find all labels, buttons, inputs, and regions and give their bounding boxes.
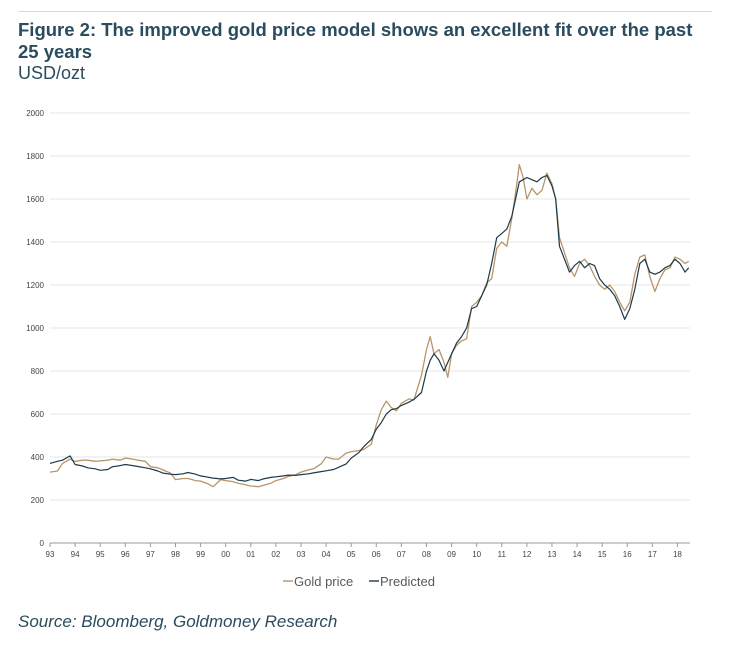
x-tick-label: 05 [347, 550, 356, 559]
y-tick-label: 1400 [26, 238, 44, 247]
x-axis: 93 94 95 96 97 98 99 00 01 02 03 04 05 06 07 08 09 10 11 12… [46, 542, 690, 559]
y-axis-ticks: 0 200 400 600 800 1000 1200 1400 1600 1800 2000 [26, 109, 44, 548]
x-tick-label: 10 [472, 550, 481, 559]
series-lines [49, 163, 690, 488]
x-tick-label: 14 [573, 550, 582, 559]
y-tick-label: 800 [31, 367, 45, 376]
x-tick-label: 17 [648, 550, 657, 559]
series-line-predicted [49, 174, 690, 482]
y-tick-label: 400 [31, 453, 45, 462]
y-tick-label: 2000 [26, 109, 44, 118]
x-tick-label: 07 [397, 550, 406, 559]
source-note: Source: Bloomberg, Goldmoney Research [18, 612, 338, 631]
chart-title: Figure 2: The improved gold price model … [18, 19, 693, 62]
y-tick-label: 1000 [26, 324, 44, 333]
x-tick-label: 98 [171, 550, 180, 559]
x-tick-label: 02 [271, 550, 280, 559]
x-tick-label: 97 [146, 550, 155, 559]
y-tick-label: 1200 [26, 281, 44, 290]
legend-label: Predicted [380, 574, 435, 589]
x-tick-label: 96 [121, 550, 130, 559]
y-tick-label: 200 [31, 496, 45, 505]
x-tick-label: 13 [548, 550, 557, 559]
gridlines [50, 112, 690, 501]
x-tick-label: 00 [221, 550, 230, 559]
unit-label: USD/ozt [18, 63, 86, 83]
x-tick-label: 18 [673, 550, 682, 559]
x-tick-label: 15 [598, 550, 607, 559]
y-tick-label: 600 [31, 410, 45, 419]
y-tick-label: 1800 [26, 152, 44, 161]
x-tick-label: 06 [372, 550, 381, 559]
series-line-gold-price [49, 163, 690, 488]
y-tick-label: 0 [40, 539, 45, 548]
top-rule [18, 11, 712, 12]
legend: Gold price Predicted [283, 574, 435, 589]
x-tick-label: 09 [447, 550, 456, 559]
x-tick-label: 94 [71, 550, 80, 559]
x-tick-label: 03 [297, 550, 306, 559]
x-tick-label: 99 [196, 550, 205, 559]
x-tick-label: 93 [46, 550, 55, 559]
x-tick-label: 95 [96, 550, 105, 559]
x-tick-label: 01 [246, 550, 255, 559]
x-tick-label: 08 [422, 550, 431, 559]
legend-label: Gold price [294, 574, 353, 589]
x-tick-label: 11 [498, 550, 507, 559]
x-tick-label: 12 [522, 550, 531, 559]
y-tick-label: 1600 [26, 195, 44, 204]
x-tick-label: 16 [623, 550, 632, 559]
x-tick-label: 04 [322, 550, 331, 559]
